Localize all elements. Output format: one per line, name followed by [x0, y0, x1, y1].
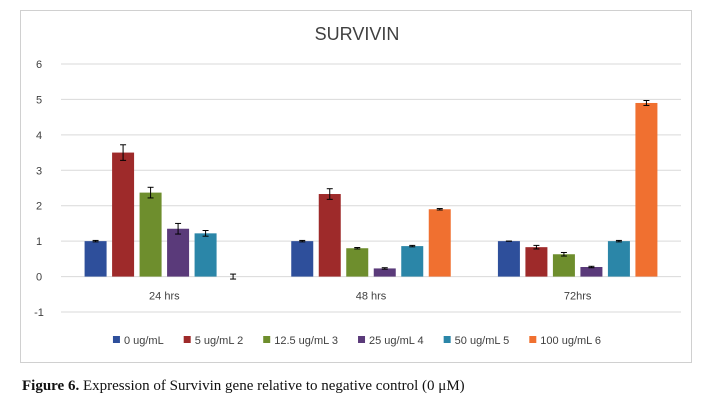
bar — [497, 241, 520, 277]
legend-swatch — [183, 336, 191, 343]
bar — [428, 209, 451, 277]
legend-label: 12.5 ug/mL 3 — [274, 335, 338, 347]
legend-label: 25 ug/mL 4 — [369, 335, 424, 347]
bar — [635, 102, 658, 277]
bar — [373, 268, 396, 277]
y-tick-label: 6 — [36, 59, 42, 71]
bar — [346, 248, 369, 277]
legend-label: 0 ug/mL — [124, 335, 164, 347]
x-axis-tick-labels: 24 hrs 48 hrs 72hrs — [149, 291, 592, 303]
y-tick-label: 2 — [36, 201, 42, 213]
bar — [580, 267, 603, 277]
y-tick-label: 4 — [36, 130, 42, 142]
bar — [112, 152, 135, 277]
legend-swatch — [529, 336, 537, 343]
legend-item: 0 ug/mL — [112, 335, 164, 347]
legend: 0 ug/mL 5 ug/mL 2 12.5 ug/mL 3 25 ug/mL 4 50… — [112, 335, 601, 347]
legend-swatch — [358, 336, 366, 343]
legend-swatch — [112, 336, 120, 343]
bar — [291, 241, 314, 277]
legend-label: 5 ug/mL 2 — [195, 335, 244, 347]
legend-swatch — [263, 336, 271, 343]
chart-canvas: SURVIVIN -1 0 1 2 3 4 5 6 24 hrs 48 hrs 72hrs 0 u… — [34, 24, 681, 347]
chart-title: SURVIVIN — [315, 24, 400, 44]
bar — [318, 194, 341, 277]
legend-item: 100 ug/mL 6 — [529, 335, 601, 347]
bar — [525, 247, 548, 277]
legend-item: 50 ug/mL 5 — [443, 335, 510, 347]
legend-item: 25 ug/mL 4 — [358, 335, 424, 347]
gridlines — [61, 63, 681, 313]
x-tick-label: 72hrs — [564, 291, 592, 303]
legend-label: 50 ug/mL 5 — [455, 335, 510, 347]
error-bars — [92, 99, 650, 280]
figure-caption-text: Expression of Survivin gene relative to … — [79, 378, 465, 394]
legend-label: 100 ug/mL 6 — [540, 335, 601, 347]
legend-swatch — [443, 336, 451, 343]
bar — [194, 233, 217, 277]
y-axis-tick-labels: -1 0 1 2 3 4 5 6 — [34, 59, 44, 319]
bar — [552, 254, 575, 277]
figure-caption: Figure 6. Expression of Survivin gene re… — [22, 378, 702, 395]
legend-item: 5 ug/mL 2 — [183, 335, 244, 347]
bar — [401, 246, 424, 277]
y-tick-label: -1 — [34, 307, 44, 319]
x-tick-label: 24 hrs — [149, 291, 180, 303]
y-tick-label: 3 — [36, 165, 42, 177]
y-tick-label: 5 — [36, 94, 42, 106]
figure-caption-label: Figure 6. — [22, 378, 80, 394]
chart-frame: SURVIVIN -1 0 1 2 3 4 5 6 24 hrs 48 hrs 72hrs 0 u… — [20, 10, 692, 363]
bar — [139, 192, 162, 277]
y-tick-label: 0 — [36, 272, 42, 284]
x-tick-label: 48 hrs — [356, 291, 387, 303]
y-tick-label: 1 — [36, 236, 42, 248]
legend-item: 12.5 ug/mL 3 — [263, 335, 338, 347]
bar — [607, 241, 630, 277]
bar — [167, 228, 190, 277]
bars — [84, 102, 658, 277]
bar — [84, 241, 107, 277]
